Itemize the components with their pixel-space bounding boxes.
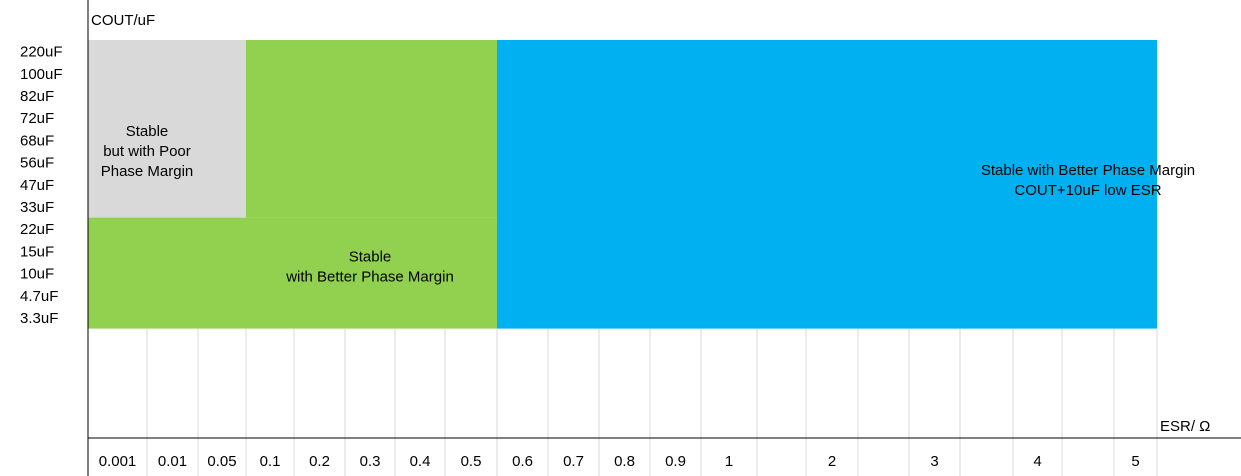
x-tick-0-7: 0.7: [563, 453, 584, 470]
x-tick-0-4: 0.4: [410, 453, 431, 470]
y-tick-68uf: 68uF: [20, 132, 54, 149]
x-tick-0-01: 0.01: [158, 453, 187, 470]
grid-lines: [146, 328, 1158, 476]
x-tick-1: 1: [725, 453, 733, 470]
region-labels: Stable but with Poor Phase Margin Stable wit…: [101, 123, 1195, 285]
x-tick-0-8: 0.8: [614, 453, 635, 470]
y-tick-33uf: 33uF: [20, 199, 54, 216]
y-tick-100uf: 100uF: [20, 66, 63, 83]
region-1: [88, 40, 246, 218]
axes: [87, 0, 1241, 476]
x-tick-4: 4: [1033, 453, 1041, 470]
region-label-line: with Better Phase Margin: [285, 268, 454, 285]
x-tick-0-9: 0.9: [665, 453, 686, 470]
x-tick-0-2: 0.2: [309, 453, 330, 470]
y-axis-title: COUT/uF: [91, 12, 155, 29]
region-label-line: but with Poor: [103, 143, 191, 160]
x-tick-0-3: 0.3: [360, 453, 381, 470]
y-tick-72uf: 72uF: [20, 110, 54, 127]
y-tick-10uf: 10uF: [20, 266, 54, 283]
y-tick-220uf: 220uF: [20, 44, 63, 61]
y-tick-47uf: 47uF: [20, 177, 54, 194]
stability-regions: [88, 40, 1157, 329]
x-tick-0-6: 0.6: [512, 453, 533, 470]
x-tick-0-1: 0.1: [260, 453, 281, 470]
region-label-line: Stable with Better Phase Margin: [981, 162, 1195, 179]
y-tick-22uf: 22uF: [20, 221, 54, 238]
y-tick-82uf: 82uF: [20, 88, 54, 105]
y-tick-4-7uf: 4.7uF: [20, 288, 58, 305]
region-3: [246, 40, 497, 218]
region-label-line: Phase Margin: [101, 163, 194, 180]
x-tick-5: 5: [1131, 453, 1139, 470]
region-label-line: COUT+10uF low ESR: [1014, 182, 1161, 199]
x-tick-0-001: 0.001: [99, 453, 137, 470]
x-axis-title: ESR/ Ω: [1160, 418, 1210, 435]
y-tick-labels: 220uF 100uF 82uF 72uF 68uF 56uF 47uF 33uF 22uF 15…: [20, 44, 63, 327]
y-tick-56uf: 56uF: [20, 155, 54, 172]
region-label-line: Stable: [349, 248, 392, 265]
x-tick-0-5: 0.5: [461, 453, 482, 470]
x-tick-3: 3: [930, 453, 938, 470]
x-tick-2: 2: [828, 453, 836, 470]
x-tick-labels: 0.001 0.01 0.05 0.1 0.2 0.3 0.4 0.5 0.6 0.7 0.8 0.9…: [99, 453, 1140, 470]
y-tick-3-3uf: 3.3uF: [20, 310, 58, 327]
region-label-line: Stable: [126, 123, 169, 140]
region-4: [497, 40, 1157, 329]
x-tick-0-05: 0.05: [207, 453, 236, 470]
y-tick-15uf: 15uF: [20, 243, 54, 260]
region-2: [88, 217, 497, 329]
